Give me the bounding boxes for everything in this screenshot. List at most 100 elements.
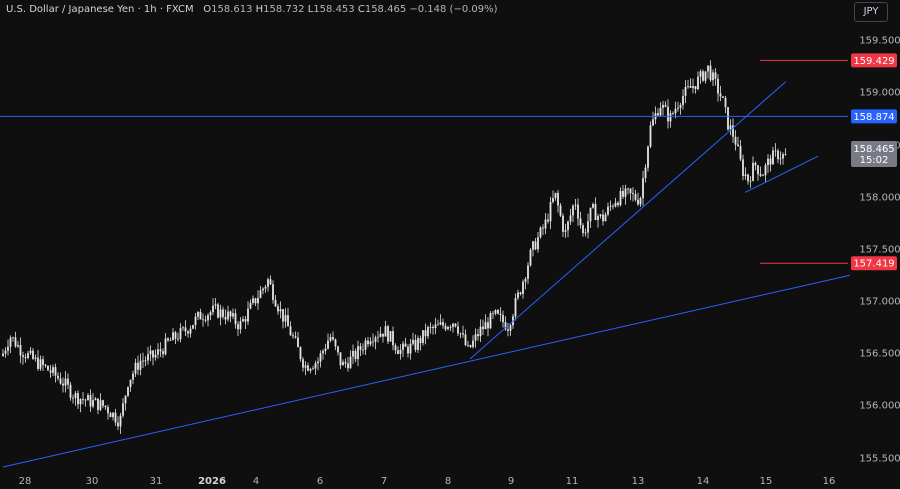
candle-body — [187, 331, 189, 334]
candle-body — [619, 190, 622, 206]
candle-body — [99, 400, 102, 410]
candle-body — [557, 192, 559, 206]
candle-body — [224, 316, 227, 320]
candle-body — [552, 198, 554, 203]
candle-body — [487, 322, 489, 329]
y-tick-label: 156.000 — [859, 401, 900, 412]
candle-body — [254, 298, 257, 304]
candle-body — [532, 241, 534, 250]
candle-body — [289, 326, 292, 336]
candle-body — [162, 351, 164, 355]
candle-body — [122, 403, 124, 416]
candle-body — [594, 203, 597, 221]
candle-body — [47, 365, 49, 371]
candle-body — [327, 340, 329, 349]
candle-body — [72, 397, 74, 399]
candle-body — [684, 86, 687, 96]
candle-body — [64, 378, 67, 386]
x-tick-label: 2026 — [198, 476, 226, 487]
candle-body — [712, 72, 714, 81]
candle-body — [387, 326, 389, 342]
candle-body — [457, 326, 459, 334]
x-tick-label: 16 — [823, 476, 836, 487]
candle-body — [382, 333, 384, 337]
x-tick-label: 13 — [632, 476, 645, 487]
candle-body — [239, 321, 242, 330]
candle-body — [339, 352, 342, 366]
candle-body — [14, 337, 17, 347]
candle-body — [569, 215, 572, 222]
candle-body — [79, 398, 82, 405]
candle-body — [444, 325, 447, 330]
candle-body — [274, 299, 277, 307]
low-value: 158.453 — [313, 4, 355, 15]
candle-body — [774, 150, 777, 152]
candle-body — [199, 311, 202, 320]
candle-body — [49, 370, 52, 373]
candle-body — [342, 362, 344, 366]
candle-body — [687, 86, 689, 88]
y-tick-label: 159.000 — [859, 88, 900, 99]
candle-body — [22, 355, 24, 358]
candle-body — [632, 193, 634, 195]
candle-body — [299, 347, 302, 360]
candle-body — [579, 218, 582, 226]
candle-body — [107, 407, 109, 414]
candle-body — [717, 78, 719, 94]
candle-body — [19, 345, 22, 356]
candle-body — [314, 363, 317, 369]
candle-body — [764, 165, 767, 176]
candle-body — [97, 398, 99, 410]
candle-body — [337, 346, 339, 353]
candle-body — [697, 76, 699, 90]
candle-body — [414, 339, 417, 350]
candle-body — [74, 393, 77, 399]
candle-body — [609, 205, 612, 207]
candle-body — [409, 343, 412, 354]
candle-body — [404, 343, 407, 347]
trendline — [744, 155, 819, 193]
candle-body — [202, 319, 204, 321]
current-price-tag — [851, 141, 897, 167]
candle-body — [82, 398, 84, 400]
candle-body — [4, 350, 7, 354]
candle-body — [634, 194, 637, 200]
currency-button[interactable]: JPY — [854, 2, 888, 22]
candle-body — [304, 365, 307, 368]
candle-body — [759, 174, 762, 176]
candle-body — [229, 311, 232, 317]
candle-body — [464, 334, 467, 346]
candle-body — [437, 324, 439, 326]
candle-body — [269, 279, 272, 285]
candle-body — [597, 216, 599, 221]
candle-body — [494, 310, 497, 314]
candle-body — [582, 225, 584, 234]
x-tick-label: 15 — [760, 476, 773, 487]
candle-body — [222, 309, 224, 317]
candle-body — [242, 319, 244, 322]
chart-header: U.S. Dollar / Japanese Yen · 1h · FXCM O… — [6, 4, 498, 15]
candle-body — [127, 387, 129, 396]
candle-body — [477, 334, 479, 337]
candle-body — [599, 214, 602, 217]
candle-body — [462, 333, 464, 335]
candle-body — [659, 107, 662, 116]
candle-body — [302, 359, 304, 368]
x-tick-label: 11 — [566, 476, 579, 487]
candle-body — [102, 400, 104, 406]
candle-body — [284, 315, 287, 322]
candle-body — [324, 348, 327, 351]
candle-body — [389, 331, 392, 342]
candle-body — [449, 326, 452, 328]
change-value: −0.148 (−0.09%) — [409, 4, 498, 15]
candle-body — [554, 192, 557, 199]
candle-body — [667, 106, 669, 122]
candle-body — [729, 125, 732, 130]
candle-body — [782, 154, 784, 159]
candle-body — [744, 174, 747, 176]
candle-body — [357, 346, 359, 360]
price-tag — [851, 109, 897, 124]
candle-body — [267, 279, 269, 287]
candle-body — [467, 345, 469, 346]
